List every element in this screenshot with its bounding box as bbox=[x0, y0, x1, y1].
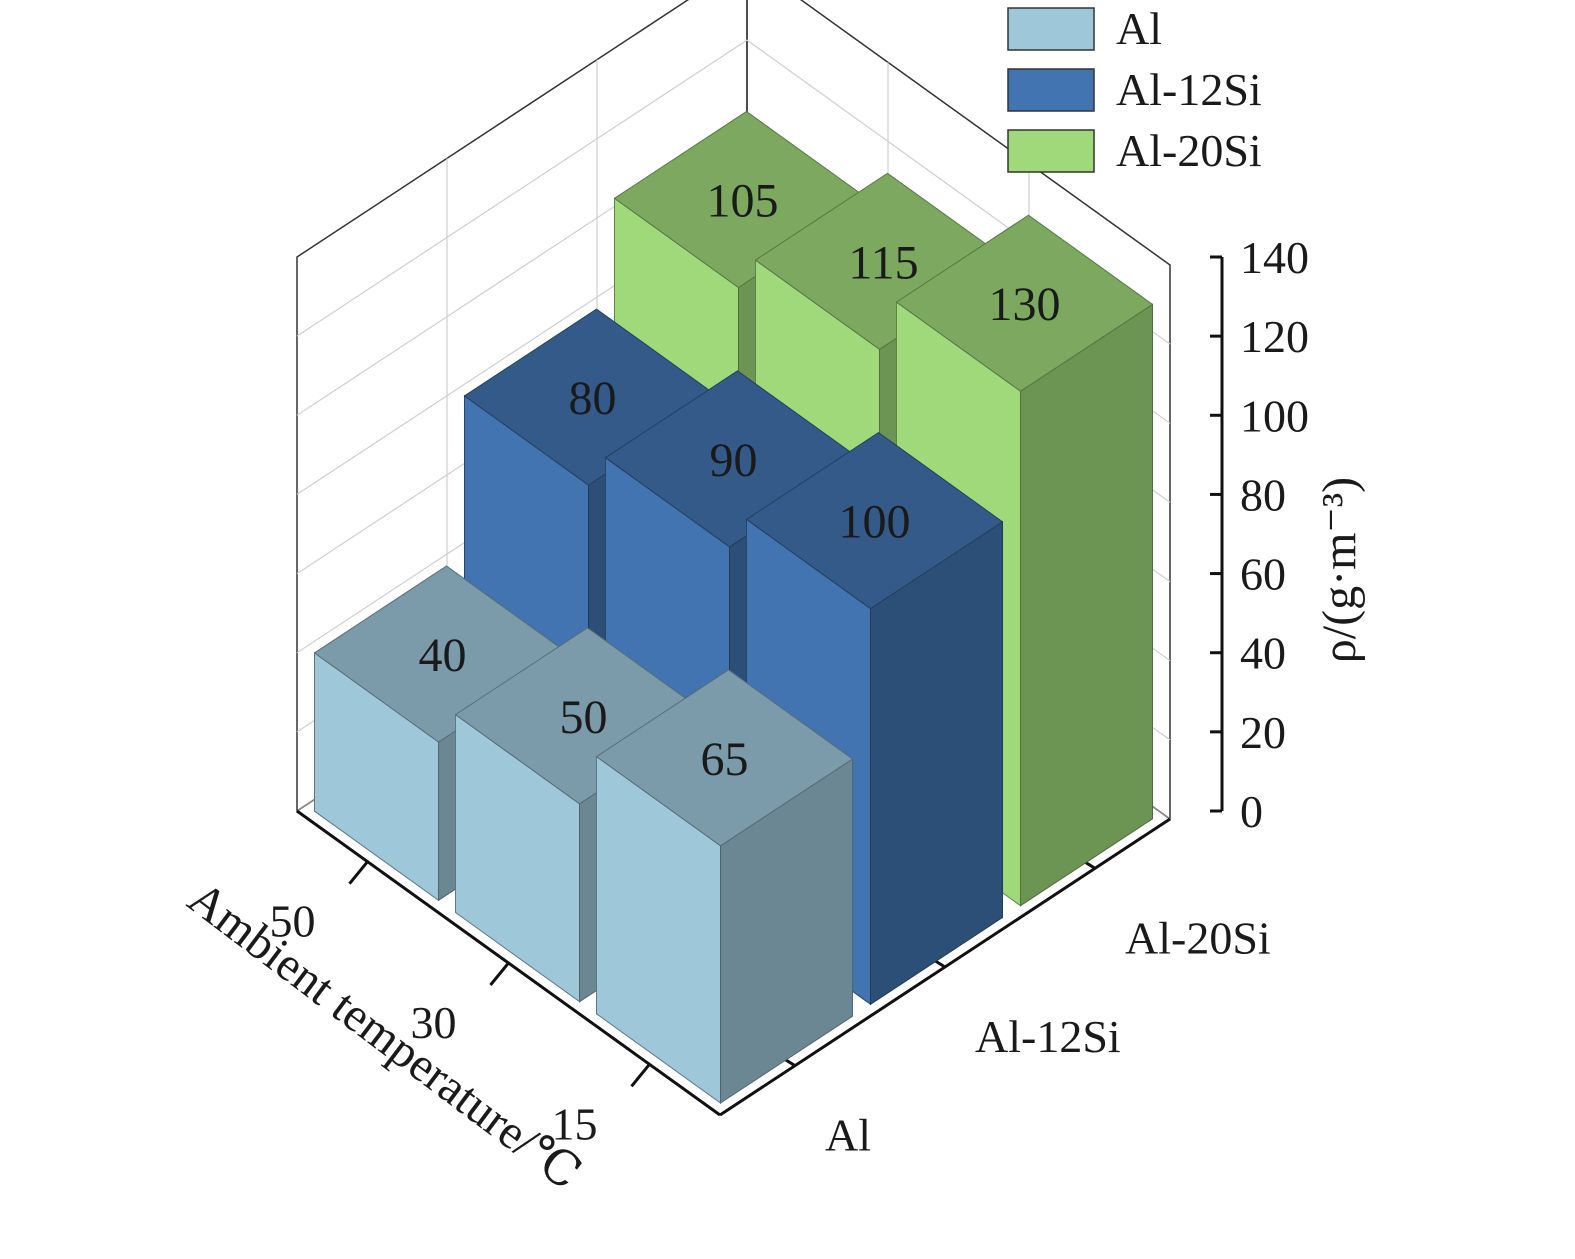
data-label: 130 bbox=[989, 278, 1061, 331]
z-tick-label: 0 bbox=[1240, 786, 1263, 837]
x-tick bbox=[348, 860, 369, 885]
data-label: 105 bbox=[707, 175, 779, 228]
z-tick-label: 40 bbox=[1240, 628, 1286, 679]
z-tick-label: 20 bbox=[1240, 707, 1286, 758]
legend-label: Al bbox=[1116, 3, 1162, 54]
z-tick-label: 60 bbox=[1240, 549, 1286, 600]
data-label: 115 bbox=[848, 236, 918, 289]
series-tick-label: Al bbox=[825, 1110, 871, 1161]
legend-swatch bbox=[1007, 7, 1095, 51]
legend: Al Al-12Si Al-20Si bbox=[1007, 3, 1262, 176]
bar-Al-15: 65 bbox=[595, 669, 854, 1104]
x-tick bbox=[630, 1063, 651, 1088]
bar-face-side bbox=[1020, 303, 1153, 907]
bar-face-top bbox=[745, 431, 1004, 610]
data-label: 40 bbox=[419, 629, 467, 682]
legend-label: Al-20Si bbox=[1116, 125, 1262, 176]
x-tick bbox=[489, 962, 510, 986]
legend-swatch bbox=[1007, 68, 1095, 112]
bar-face-top bbox=[595, 669, 854, 847]
data-label: 100 bbox=[839, 496, 911, 549]
z-tick-label: 80 bbox=[1240, 469, 1286, 520]
series-tick-label: Al-12Si bbox=[975, 1011, 1121, 1062]
x-tick-label: 15 bbox=[552, 1098, 598, 1149]
chart-bars: 105 115 80 130 90 40 100 50 65 bbox=[313, 110, 1154, 1104]
legend-swatch bbox=[1007, 129, 1095, 173]
z-axis-title: ρ/(g·m⁻³) bbox=[1313, 477, 1366, 663]
legend-label: Al-12Si bbox=[1116, 64, 1262, 115]
bar-face-top bbox=[895, 214, 1154, 392]
data-label: 65 bbox=[701, 733, 749, 786]
z-tick-label: 100 bbox=[1240, 390, 1309, 441]
x-tick-label: 50 bbox=[270, 896, 316, 947]
series-tick-label: Al-20Si bbox=[1125, 912, 1271, 963]
data-label: 80 bbox=[569, 372, 617, 425]
data-label: 50 bbox=[560, 691, 608, 744]
data-label: 90 bbox=[710, 434, 758, 487]
z-tick-label: 140 bbox=[1240, 232, 1309, 283]
x-tick-label: 30 bbox=[411, 997, 457, 1048]
z-tick-label: 120 bbox=[1240, 311, 1309, 362]
